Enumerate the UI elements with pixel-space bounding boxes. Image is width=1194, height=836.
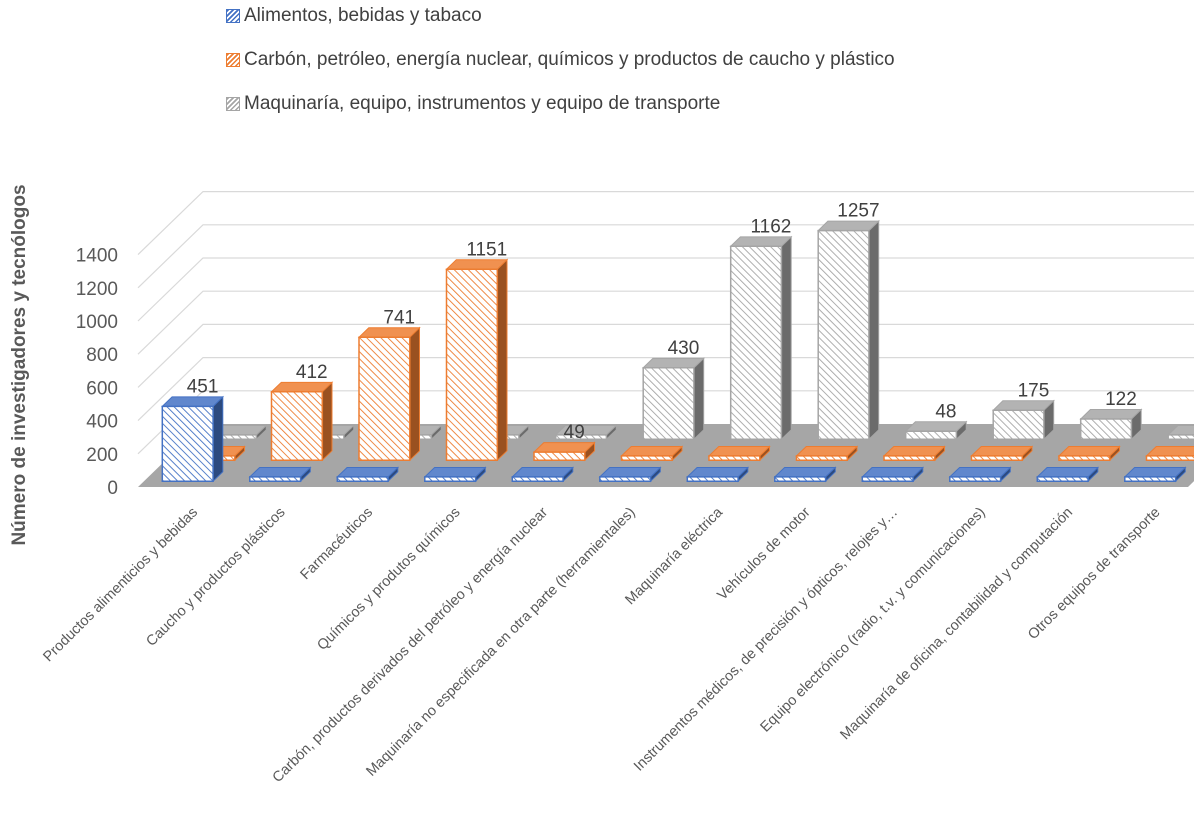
gridline xyxy=(137,357,1194,422)
bar xyxy=(598,466,662,483)
data-label: 430 xyxy=(668,338,700,359)
data-label: 122 xyxy=(1105,389,1137,410)
bar xyxy=(641,357,705,441)
bar xyxy=(161,395,225,483)
gridline xyxy=(137,290,1194,355)
bar xyxy=(511,466,575,483)
y-tick-label: 600 xyxy=(86,378,118,399)
gridline xyxy=(137,224,1194,289)
data-label: 49 xyxy=(564,422,585,443)
bar xyxy=(1123,466,1187,483)
gridline xyxy=(137,323,1194,388)
bar xyxy=(357,326,421,462)
data-label: 451 xyxy=(187,377,219,398)
data-label: 741 xyxy=(383,307,415,328)
bar xyxy=(532,441,596,462)
legend-item-carbon: Carbón, petróleo, energía nuclear, quími… xyxy=(226,47,895,73)
bar xyxy=(816,219,880,441)
data-labels: 430116212574817512225412741115149451 xyxy=(187,201,1137,444)
x-tick-label: Químicos y produtos químicos xyxy=(314,505,463,654)
bar xyxy=(773,466,837,483)
bar xyxy=(991,399,1055,441)
legend-swatch-alimentos xyxy=(226,9,240,23)
gridline xyxy=(137,257,1194,322)
bar xyxy=(445,258,509,462)
bar xyxy=(554,424,618,441)
bar xyxy=(904,420,968,441)
data-label: 412 xyxy=(296,362,328,383)
bar xyxy=(882,445,946,462)
gridline xyxy=(137,191,1194,256)
legend-label-alimentos: Alimentos, bebidas y tabaco xyxy=(244,5,482,26)
y-axis-ticks: 0 200 400 600 800 1000 1200 1400 xyxy=(76,246,118,499)
bar xyxy=(336,466,400,483)
x-tick-label: Caucho y productos plásticos xyxy=(143,505,288,650)
bar xyxy=(729,235,793,441)
bar xyxy=(620,445,684,462)
data-label: 175 xyxy=(1018,380,1050,401)
data-label: 1257 xyxy=(837,201,879,222)
bar xyxy=(423,466,487,483)
x-tick-label: Productos alimenticios y bebidas xyxy=(40,505,201,666)
bar xyxy=(1036,466,1100,483)
bar xyxy=(948,466,1012,483)
data-label: 48 xyxy=(935,401,956,422)
bar xyxy=(861,466,925,483)
legend-swatch-maquinaria xyxy=(226,97,240,111)
bar xyxy=(1079,408,1143,441)
y-tick-label: 0 xyxy=(107,478,118,499)
bar xyxy=(270,381,334,462)
bar xyxy=(1166,425,1194,440)
bar xyxy=(686,466,750,483)
legend-swatch-carbon xyxy=(226,53,240,67)
gridlines xyxy=(137,191,1194,455)
bar xyxy=(1145,446,1194,461)
data-label: 1151 xyxy=(466,239,507,260)
y-tick-label: 800 xyxy=(86,345,118,366)
y-tick-label: 1400 xyxy=(76,246,118,267)
y-tick-label: 400 xyxy=(86,412,118,433)
data-label: 1162 xyxy=(750,216,791,237)
legend-label-maquinaria: Maquinaría, equipo, instrumentos y equip… xyxy=(244,93,721,114)
bars xyxy=(161,219,1194,483)
y-tick-label: 1200 xyxy=(76,279,118,300)
bar xyxy=(707,445,771,462)
legend-item-alimentos: Alimentos, bebidas y tabaco xyxy=(226,3,482,29)
x-tick-label: Farmacéuticos xyxy=(298,505,377,584)
bar xyxy=(795,445,859,462)
x-tick-label: Maquinaría eléctrica xyxy=(622,504,726,608)
legend-item-maquinaria: Maquinaría, equipo, instrumentos y equip… xyxy=(226,91,720,117)
y-tick-label: 1000 xyxy=(76,312,118,333)
bar xyxy=(1057,445,1121,462)
y-tick-label: 200 xyxy=(86,445,118,466)
x-tick-label: Vehículos de motor xyxy=(714,504,813,603)
legend-label-carbon: Carbón, petróleo, energía nuclear, quími… xyxy=(244,49,895,70)
bar xyxy=(970,445,1034,462)
gridline xyxy=(137,390,1194,455)
bar xyxy=(248,466,312,483)
